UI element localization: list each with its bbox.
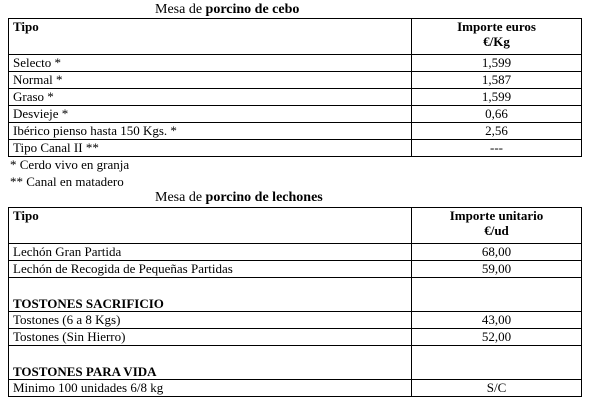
cebo-row-valor: 1,587 xyxy=(411,71,582,89)
cebo-caption-bold: porcino de cebo xyxy=(205,2,300,17)
table-row: Tipo Canal II ** --- xyxy=(8,139,582,157)
cebo-row-tipo: Selecto * xyxy=(8,54,412,72)
section-empty-cell xyxy=(411,345,582,380)
lechones-header-tipo: Tipo xyxy=(8,207,412,244)
cebo-row-valor: 1,599 xyxy=(411,88,582,106)
cebo-header-importe-line2: €/Kg xyxy=(483,34,510,49)
table-row: Lechón de Recogida de Pequeñas Partidas … xyxy=(8,260,582,278)
lechones-row-tipo: Tostones (Sin Hierro) xyxy=(8,328,412,346)
lechones-row-valor: 59,00 xyxy=(411,260,582,278)
table-row: Graso * 1,599 xyxy=(8,88,582,106)
section-row: TOSTONES SACRIFICIO xyxy=(8,277,582,312)
cebo-caption: Mesa de porcino de cebo xyxy=(155,2,299,18)
table-row: Desvieje * 0,66 xyxy=(8,105,582,123)
cebo-header-importe-line1: Importe euros xyxy=(457,19,536,35)
lechones-row-tipo: Tostones (6 a 8 Kgs) xyxy=(8,311,412,329)
cebo-row-tipo: Ibérico pienso hasta 150 Kgs. * xyxy=(8,122,412,140)
cebo-caption-prefix: Mesa de xyxy=(155,2,206,17)
cebo-row-valor: 0,66 xyxy=(411,105,582,123)
table-row: Lechón Gran Partida 68,00 xyxy=(8,243,582,261)
lechones-table: Tipo Importe unitario €/ud Lechón Gran P… xyxy=(8,207,582,397)
lechones-header-importe: Importe unitario €/ud xyxy=(411,207,582,244)
lechones-row-tipo: Minimo 100 unidades 6/8 kg xyxy=(8,379,412,397)
table-row: Tostones (6 a 8 Kgs) 43,00 xyxy=(8,311,582,329)
lechones-row-valor: 68,00 xyxy=(411,243,582,261)
lechones-row-tipo: Lechón Gran Partida xyxy=(8,243,412,261)
lechones-header-row: Tipo Importe unitario €/ud xyxy=(8,207,582,244)
cebo-notes: * Cerdo vivo en granja ** Canal en matad… xyxy=(10,156,129,190)
cebo-row-valor: 2,56 xyxy=(411,122,582,140)
table-row: Selecto * 1,599 xyxy=(8,54,582,72)
lechones-caption: Mesa de porcino de lechones xyxy=(155,190,323,206)
section-tostones-vida: TOSTONES PARA VIDA xyxy=(8,345,412,380)
note-canal-matadero: ** Canal en matadero xyxy=(10,174,124,189)
lechones-row-valor: S/C xyxy=(411,379,582,397)
table-row: Ibérico pienso hasta 150 Kgs. * 2,56 xyxy=(8,122,582,140)
cebo-row-valor: --- xyxy=(411,139,582,157)
lechones-row-valor: 52,00 xyxy=(411,328,582,346)
lechones-row-tipo: Lechón de Recogida de Pequeñas Partidas xyxy=(8,260,412,278)
cebo-row-tipo: Tipo Canal II ** xyxy=(8,139,412,157)
cebo-row-tipo: Desvieje * xyxy=(8,105,412,123)
lechones-caption-bold: porcino de lechones xyxy=(205,190,323,205)
lechones-caption-prefix: Mesa de xyxy=(155,190,206,205)
section-tostones-sacrificio: TOSTONES SACRIFICIO xyxy=(8,277,412,312)
table-row: Minimo 100 unidades 6/8 kg S/C xyxy=(8,379,582,397)
cebo-table: Tipo Importe euros €/Kg Selecto * 1,599 … xyxy=(8,18,582,157)
section-row: TOSTONES PARA VIDA xyxy=(8,345,582,380)
cebo-header-row: Tipo Importe euros €/Kg xyxy=(8,18,582,55)
cebo-header-tipo: Tipo xyxy=(8,18,412,55)
cebo-row-tipo: Normal * xyxy=(8,71,412,89)
cebo-row-valor: 1,599 xyxy=(411,54,582,72)
cebo-header-importe: Importe euros €/Kg xyxy=(411,18,582,55)
note-cerdo-vivo: * Cerdo vivo en granja xyxy=(10,157,130,172)
section-empty-cell xyxy=(411,277,582,312)
cebo-row-tipo: Graso * xyxy=(8,88,412,106)
table-row: Tostones (Sin Hierro) 52,00 xyxy=(8,328,582,346)
lechones-row-valor: 43,00 xyxy=(411,311,582,329)
table-row: Normal * 1,587 xyxy=(8,71,582,89)
lechones-header-importe-line2: €/ud xyxy=(484,223,509,238)
lechones-header-importe-line1: Importe unitario xyxy=(449,208,544,224)
